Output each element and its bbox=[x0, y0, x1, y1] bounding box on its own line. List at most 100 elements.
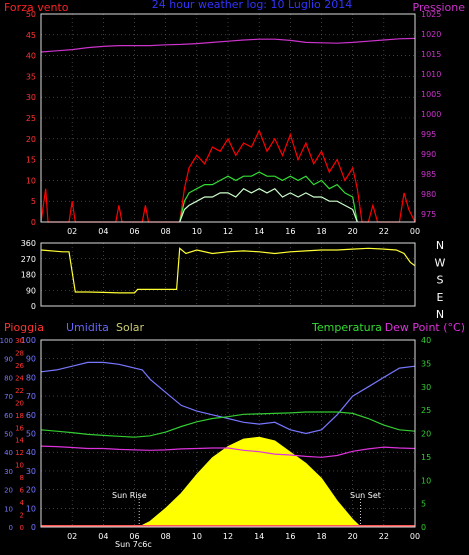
series-umidita bbox=[40, 361, 416, 435]
humidity-tick-label: 100 bbox=[21, 336, 36, 345]
rain-tick-label: 50 bbox=[4, 431, 13, 439]
humidity-x-tick-label: 10 bbox=[192, 532, 202, 541]
pressure-tick-label: 1025 bbox=[421, 10, 441, 19]
pressure-tick-label: 995 bbox=[421, 130, 436, 139]
wind-x-tick-label: 06 bbox=[129, 227, 139, 236]
rain-label: Pioggia bbox=[4, 321, 44, 334]
sun-rise-annotation: Sun Rise bbox=[112, 491, 147, 500]
tick-labels: 0510152025303540455097598098599099510001… bbox=[0, 10, 446, 541]
pressure-tick-label: 1005 bbox=[421, 90, 441, 99]
series-dew-point bbox=[40, 445, 416, 458]
series-raffica bbox=[40, 128, 416, 223]
humidity-scale-tick-label: 14 bbox=[15, 437, 24, 445]
wind-x-tick-label: 18 bbox=[316, 227, 326, 236]
wind-force-tick-label: 40 bbox=[26, 52, 36, 61]
rain-tick-label: 0 bbox=[9, 524, 13, 532]
rain-tick-label: 20 bbox=[4, 487, 13, 495]
humidity-tick-label: 70 bbox=[26, 392, 36, 401]
wind-force-tick-label: 20 bbox=[26, 135, 36, 144]
panel-frames bbox=[40, 13, 416, 528]
wind-force-tick-label: 10 bbox=[26, 176, 36, 185]
humidity-tick-label: 20 bbox=[26, 486, 36, 495]
wind-force-tick-label: 45 bbox=[26, 31, 36, 40]
compass-label: N bbox=[436, 308, 444, 321]
wind-x-tick-label: 10 bbox=[192, 227, 202, 236]
wind-force-tick-label: 0 bbox=[31, 218, 36, 227]
humidity-tick-label: 60 bbox=[26, 411, 36, 420]
solar-label: Solar bbox=[116, 321, 145, 334]
direction-tick-label: 180 bbox=[21, 271, 36, 280]
pressure-label: Pressione bbox=[413, 1, 466, 14]
humidity-scale-tick-label: 2 bbox=[20, 512, 24, 520]
direction-tick-label: 90 bbox=[26, 286, 36, 295]
compass-label: S bbox=[437, 274, 444, 287]
series-wind-direction bbox=[40, 247, 416, 294]
direction-tick-label: 360 bbox=[21, 239, 36, 248]
humidity-x-tick-label: 14 bbox=[254, 532, 264, 541]
humidity-label: Umidita bbox=[66, 321, 109, 334]
pressure-tick-label: 975 bbox=[421, 210, 436, 219]
humidity-x-tick-label: 06 bbox=[129, 532, 139, 541]
pressure-tick-label: 1010 bbox=[421, 70, 441, 79]
wind-x-tick-label: 16 bbox=[285, 227, 295, 236]
humidity-tick-label: 10 bbox=[26, 504, 36, 513]
humidity-x-tick-label: 16 bbox=[285, 532, 295, 541]
rain-tick-label: 100 bbox=[0, 337, 13, 345]
sun-set-annotation: Sun Set bbox=[350, 491, 381, 500]
compass-label: E bbox=[437, 291, 444, 304]
humidity-tick-label: 90 bbox=[26, 355, 36, 364]
temperature-tick-label: 30 bbox=[421, 383, 431, 392]
humidity-scale-tick-label: 24 bbox=[15, 374, 24, 382]
humidity-scale-tick-label: 28 bbox=[15, 349, 24, 357]
wind-force-tick-label: 30 bbox=[26, 93, 36, 102]
wind-x-tick-label: 00 bbox=[410, 227, 420, 236]
temperature-tick-label: 0 bbox=[421, 523, 426, 532]
humidity-tick-label: 30 bbox=[26, 467, 36, 476]
wind-force-tick-label: 25 bbox=[26, 114, 36, 123]
dew-point-label: Dew Point (°C) bbox=[385, 321, 465, 334]
series-solar-area bbox=[138, 436, 362, 528]
rain-tick-label: 70 bbox=[4, 393, 13, 401]
sun-annotation: Sun 7c6c bbox=[115, 540, 152, 549]
direction-tick-label: 0 bbox=[31, 302, 36, 311]
humidity-scale-tick-label: 10 bbox=[15, 462, 24, 470]
pressure-tick-label: 1015 bbox=[421, 50, 441, 59]
pressure-tick-label: 1020 bbox=[421, 30, 441, 39]
humidity-tick-label: 40 bbox=[26, 448, 36, 457]
humidity-x-tick-label: 04 bbox=[98, 532, 108, 541]
temperature-tick-label: 25 bbox=[421, 406, 431, 415]
series-vento bbox=[179, 187, 358, 223]
pressure-tick-label: 1000 bbox=[421, 110, 441, 119]
humidity-scale-tick-label: 0 bbox=[20, 524, 24, 532]
humidity-x-tick-label: 00 bbox=[410, 532, 420, 541]
wind-force-label: Forza vento bbox=[4, 1, 69, 14]
humidity-x-tick-label: 20 bbox=[348, 532, 358, 541]
humidity-scale-tick-label: 22 bbox=[15, 387, 24, 395]
chart-title: 24 hour weather log: 10 Luglio 2014 bbox=[152, 0, 352, 11]
rain-tick-label: 30 bbox=[4, 468, 13, 476]
wind-x-tick-label: 22 bbox=[379, 227, 389, 236]
rain-tick-label: 90 bbox=[4, 356, 13, 364]
wind-panel-frame bbox=[40, 13, 416, 223]
humidity-scale-tick-label: 18 bbox=[15, 412, 24, 420]
humidity-scale-tick-label: 16 bbox=[15, 424, 24, 432]
humidity-tick-label: 50 bbox=[26, 430, 36, 439]
rain-tick-label: 10 bbox=[4, 505, 13, 513]
wind-force-tick-label: 15 bbox=[26, 156, 36, 165]
temperature-tick-label: 40 bbox=[421, 336, 431, 345]
humidity-scale-tick-label: 20 bbox=[15, 399, 24, 407]
rain-tick-label: 60 bbox=[4, 412, 13, 420]
direction-tick-label: 270 bbox=[21, 255, 36, 264]
series-lines bbox=[40, 37, 416, 527]
series-vento-medio bbox=[179, 171, 358, 223]
pressure-tick-label: 985 bbox=[421, 170, 436, 179]
wind-x-tick-label: 02 bbox=[67, 227, 77, 236]
wind-x-tick-label: 14 bbox=[254, 227, 264, 236]
humidity-x-tick-label: 18 bbox=[316, 532, 326, 541]
humidity-x-tick-label: 08 bbox=[161, 532, 171, 541]
humidity-scale-tick-label: 4 bbox=[20, 499, 25, 507]
wind-force-tick-label: 50 bbox=[26, 10, 36, 19]
wind-force-tick-label: 5 bbox=[31, 197, 36, 206]
